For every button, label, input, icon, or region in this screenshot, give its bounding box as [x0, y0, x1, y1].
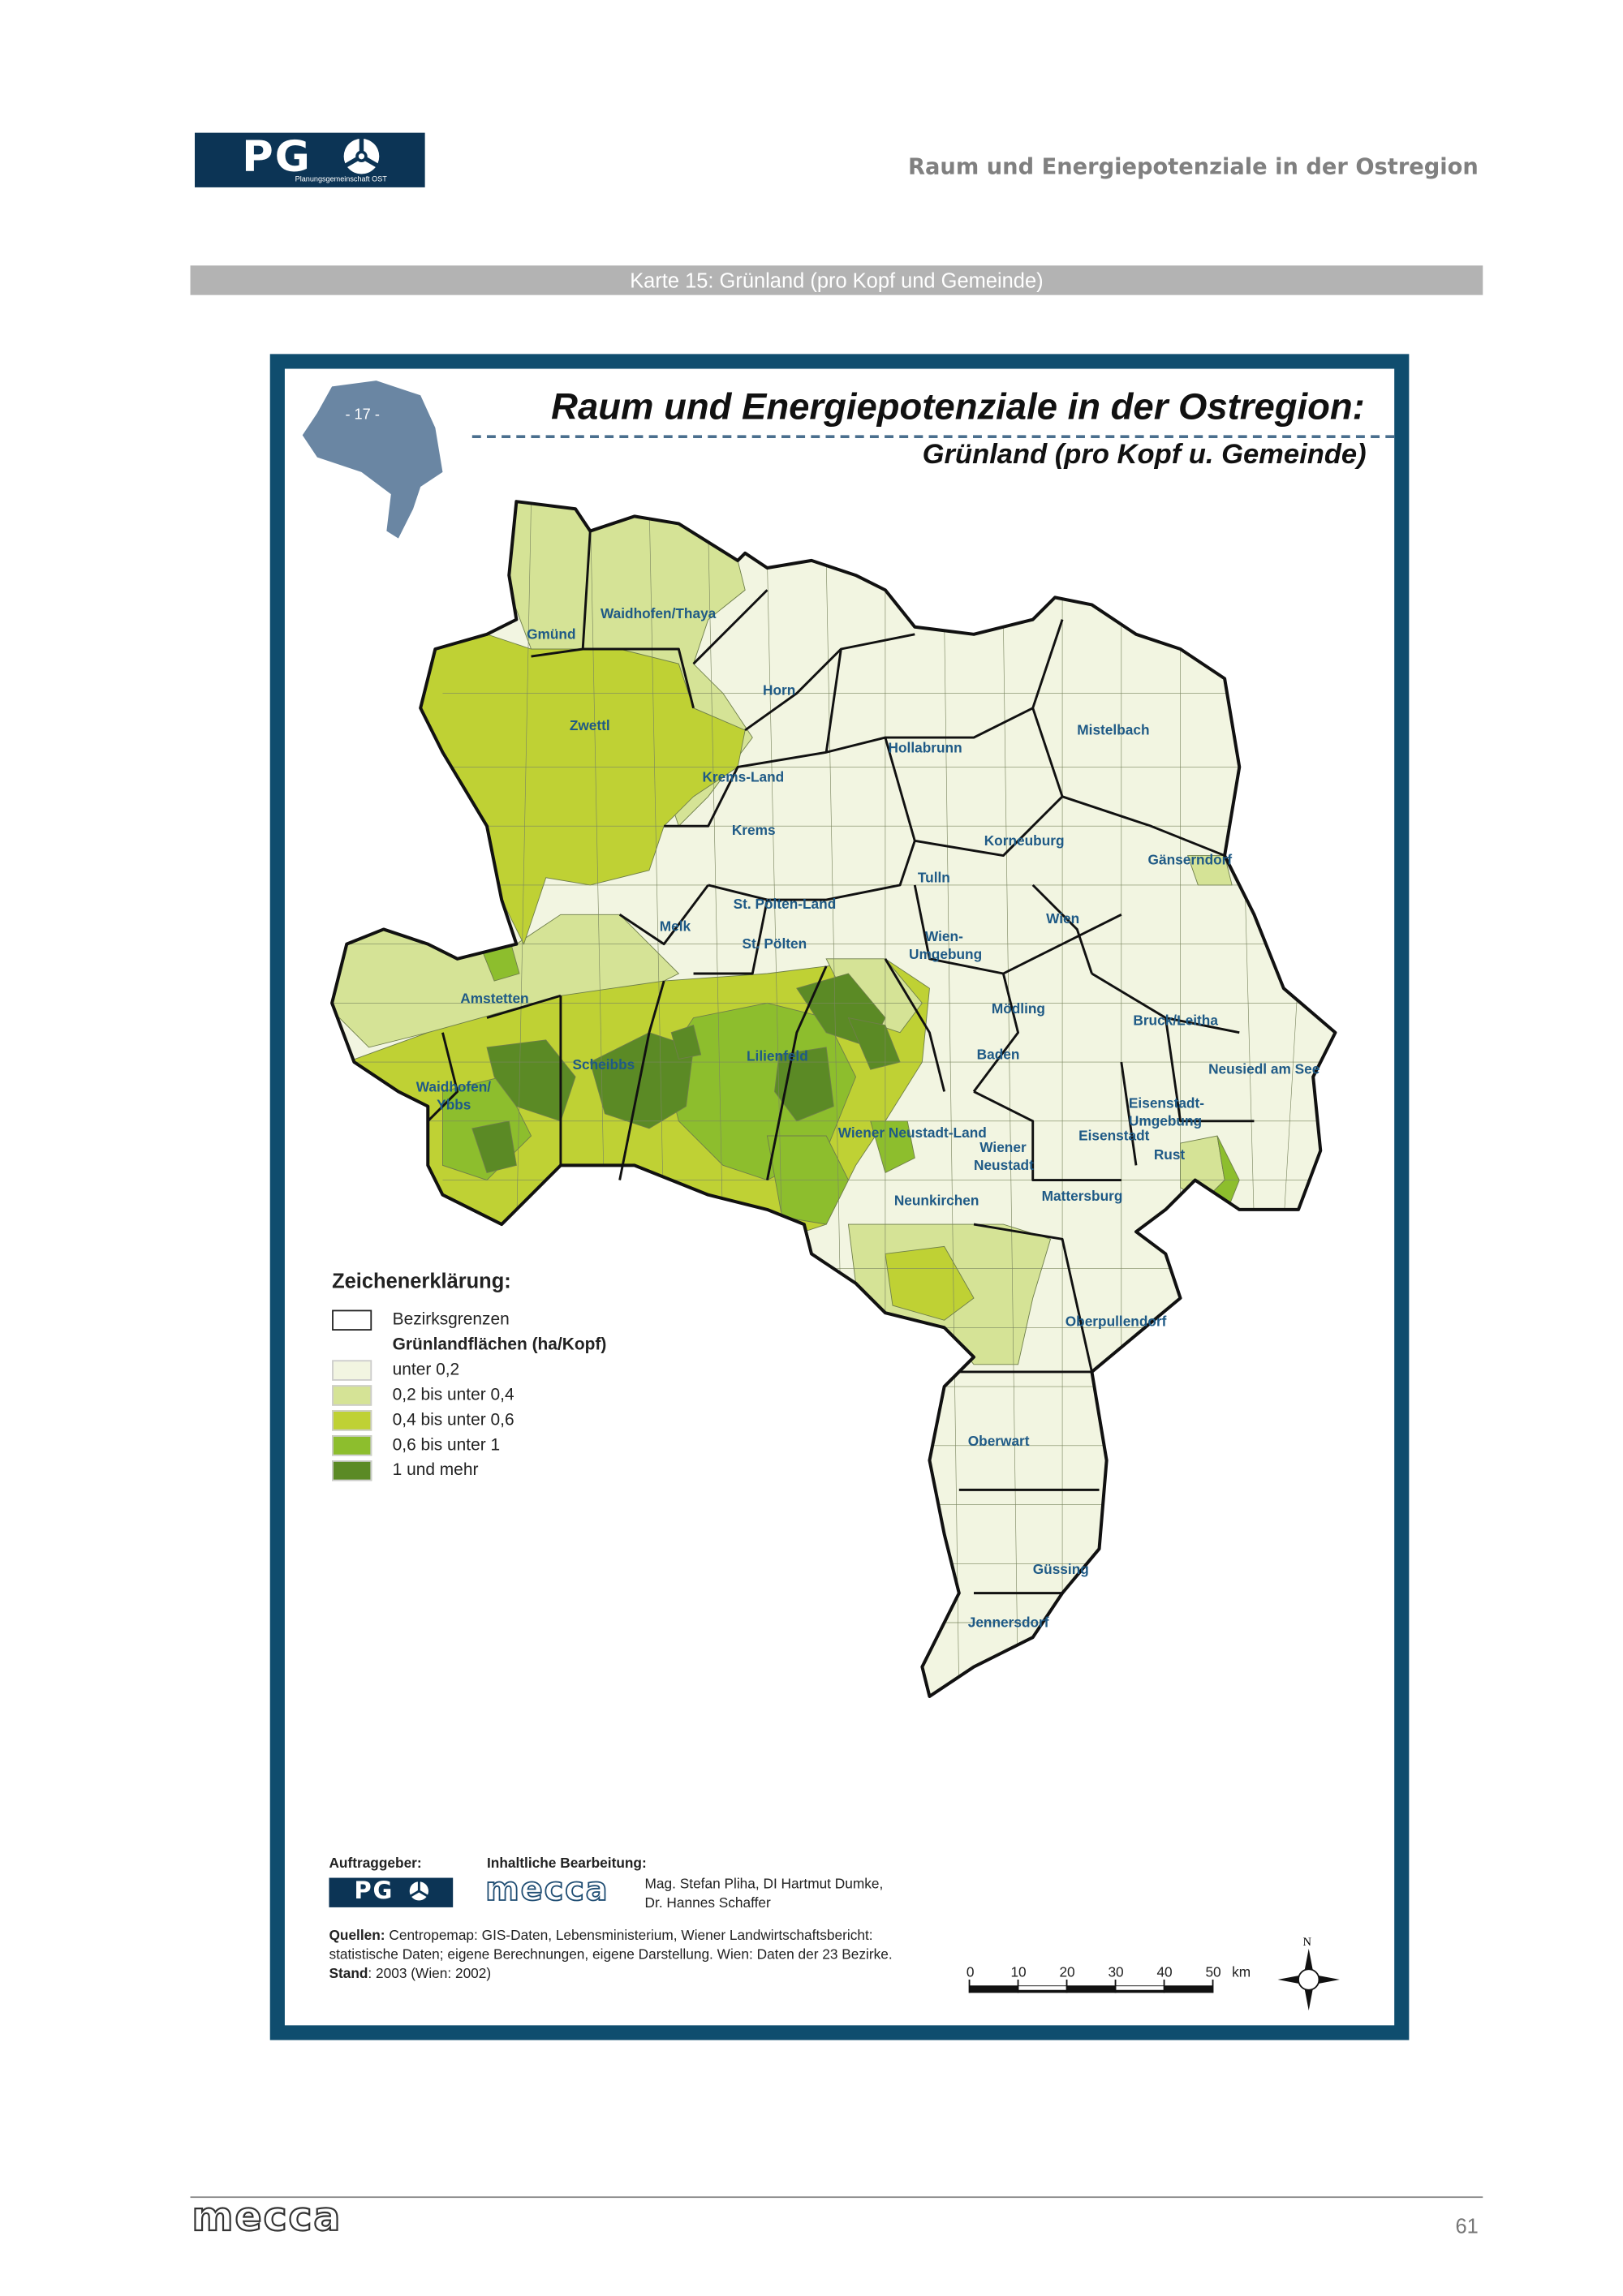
district-label: Ybbs — [437, 1096, 471, 1112]
district-label: Krems — [732, 822, 776, 838]
district-label: Neunkirchen — [894, 1192, 979, 1208]
district-label: Wien- — [925, 928, 963, 944]
legend-item: 1 und mehr — [332, 1459, 478, 1482]
district-label: Umgebung — [909, 946, 982, 962]
stand-line: Stand: 2003 (Wien: 2002) — [329, 1966, 492, 1983]
client-pg-logo: PG — [329, 1877, 454, 1907]
district-label: Mattersburg — [1042, 1188, 1123, 1204]
district-label: Güssing — [1033, 1561, 1089, 1577]
district-label: St. Pölten — [743, 935, 807, 952]
district-label: Eisenstadt- — [1129, 1094, 1204, 1111]
district-label: Wien — [1046, 910, 1079, 927]
district-label: Rust — [1154, 1146, 1186, 1163]
legend-swatch — [332, 1360, 372, 1381]
district-label: Neusiedl am See — [1208, 1061, 1320, 1077]
zone-class-2 — [885, 1245, 975, 1321]
pg-logo-emblem-icon — [408, 1881, 429, 1901]
boundary-swatch — [332, 1309, 372, 1331]
pg-logo-emblem-icon — [342, 137, 381, 174]
sources-line-2: statistische Daten; eigene Berechnungen,… — [329, 1946, 893, 1963]
district-label: Wiener — [979, 1139, 1027, 1155]
district-label: Bruck/Leitha — [1133, 1013, 1218, 1029]
district-label: Horn — [763, 681, 795, 698]
legend-swatch — [332, 1435, 372, 1456]
district-label: Krems-Land — [702, 769, 784, 785]
scale-tick-label: 0 — [966, 1963, 975, 1980]
district-label: Neustadt — [974, 1157, 1034, 1173]
scale-tick-label: 20 — [1059, 1963, 1074, 1980]
district-labels: Waidhofen/Thaya Gmünd Horn Zwettl Hollab… — [416, 605, 1320, 1631]
district-label: Gänserndorf — [1148, 851, 1233, 867]
district-label: Oberwart — [968, 1433, 1030, 1449]
map-subtitle: Grünland (pro Kopf u. Gemeinde) — [922, 439, 1367, 471]
district-label: Waidhofen/ — [416, 1078, 492, 1094]
scale-unit: km — [1232, 1963, 1251, 1980]
district-label: Eisenstadt — [1078, 1127, 1150, 1143]
footer-divider — [190, 2196, 1483, 2199]
legend-item-boundary: Bezirksgrenzen — [332, 1309, 510, 1332]
district-label: Lilienfeld — [747, 1047, 808, 1064]
scale-bar: 0 10 20 30 40 50 km — [966, 1963, 1251, 1993]
client-label: Auftraggeber: — [329, 1855, 422, 1872]
legend-swatch — [332, 1460, 372, 1481]
mecca-logo: mecca — [484, 1871, 609, 1909]
district-label: Korneuburg — [984, 832, 1065, 849]
pg-logo: PG Planungsgemeinschaft OST — [194, 132, 425, 187]
district-label: Melk — [660, 918, 691, 934]
scale-tick-label: 30 — [1108, 1963, 1123, 1980]
header-title: Raum und Energiepotenziale in der Ostreg… — [908, 153, 1479, 180]
title-divider — [471, 435, 1395, 438]
district-label: Wiener Neustadt-Land — [838, 1124, 987, 1141]
scale-tick-label: 50 — [1205, 1963, 1220, 1980]
authors-line-1: Mag. Stefan Pliha, DI Hartmut Dumke, — [644, 1876, 884, 1893]
district-label: Gmünd — [527, 626, 575, 642]
district-label: St. Pölten-Land — [734, 896, 837, 912]
compass-rose-icon: N — [1277, 1936, 1340, 2011]
district-label: Amstetten — [460, 990, 528, 1006]
district-label: Hollabrunn — [889, 739, 962, 755]
district-label: Umgebung — [1129, 1112, 1202, 1129]
legend-item: 0,4 bis unter 0,6 — [332, 1408, 514, 1432]
legend-group-title: Grünlandflächen (ha/Kopf) — [392, 1336, 607, 1355]
zone-class-4 — [670, 1025, 702, 1060]
footer-mecca-logo: mecca — [191, 2194, 342, 2242]
district-label: Mödling — [992, 1000, 1045, 1017]
sources-line-1: Quellen: Centropemap: GIS-Daten, Lebensm… — [329, 1928, 873, 1945]
page-number: 61 — [1455, 2214, 1479, 2238]
district-label: Tulln — [918, 869, 950, 885]
district-label: Baden — [977, 1046, 1020, 1062]
legend-title: Zeichenerklärung: — [332, 1268, 511, 1292]
svg-text:N: N — [1302, 1936, 1311, 1949]
map-title: Raum und Energiepotenziale in der Ostreg… — [551, 386, 1365, 428]
legend-item: 0,2 bis unter 0,4 — [332, 1383, 514, 1407]
district-label: Scheibbs — [572, 1056, 635, 1073]
legend-item: 0,6 bis unter 1 — [332, 1434, 500, 1457]
legend-swatch — [332, 1385, 372, 1406]
scale-tick-label: 10 — [1010, 1963, 1026, 1980]
legend-item: unter 0,2 — [332, 1359, 459, 1382]
legend-swatch — [332, 1410, 372, 1431]
district-label: Zwettl — [570, 717, 610, 733]
district-label: Mistelbach — [1077, 721, 1149, 737]
authors-line-2: Dr. Hannes Schaffer — [644, 1895, 771, 1912]
zone-class-4 — [471, 1120, 517, 1173]
inset-label: - 17 - — [345, 406, 379, 422]
scale-tick-label: 40 — [1156, 1963, 1172, 1980]
district-label: Jennersdorf — [968, 1614, 1049, 1630]
inset-locator-shape — [302, 381, 443, 539]
editor-label: Inhaltliche Bearbeitung: — [486, 1855, 647, 1872]
map-caption-bar: Karte 15: Grünland (pro Kopf und Gemeind… — [190, 265, 1483, 295]
district-label: Oberpullendorf — [1065, 1314, 1167, 1330]
district-label: Waidhofen/Thaya — [601, 605, 717, 621]
